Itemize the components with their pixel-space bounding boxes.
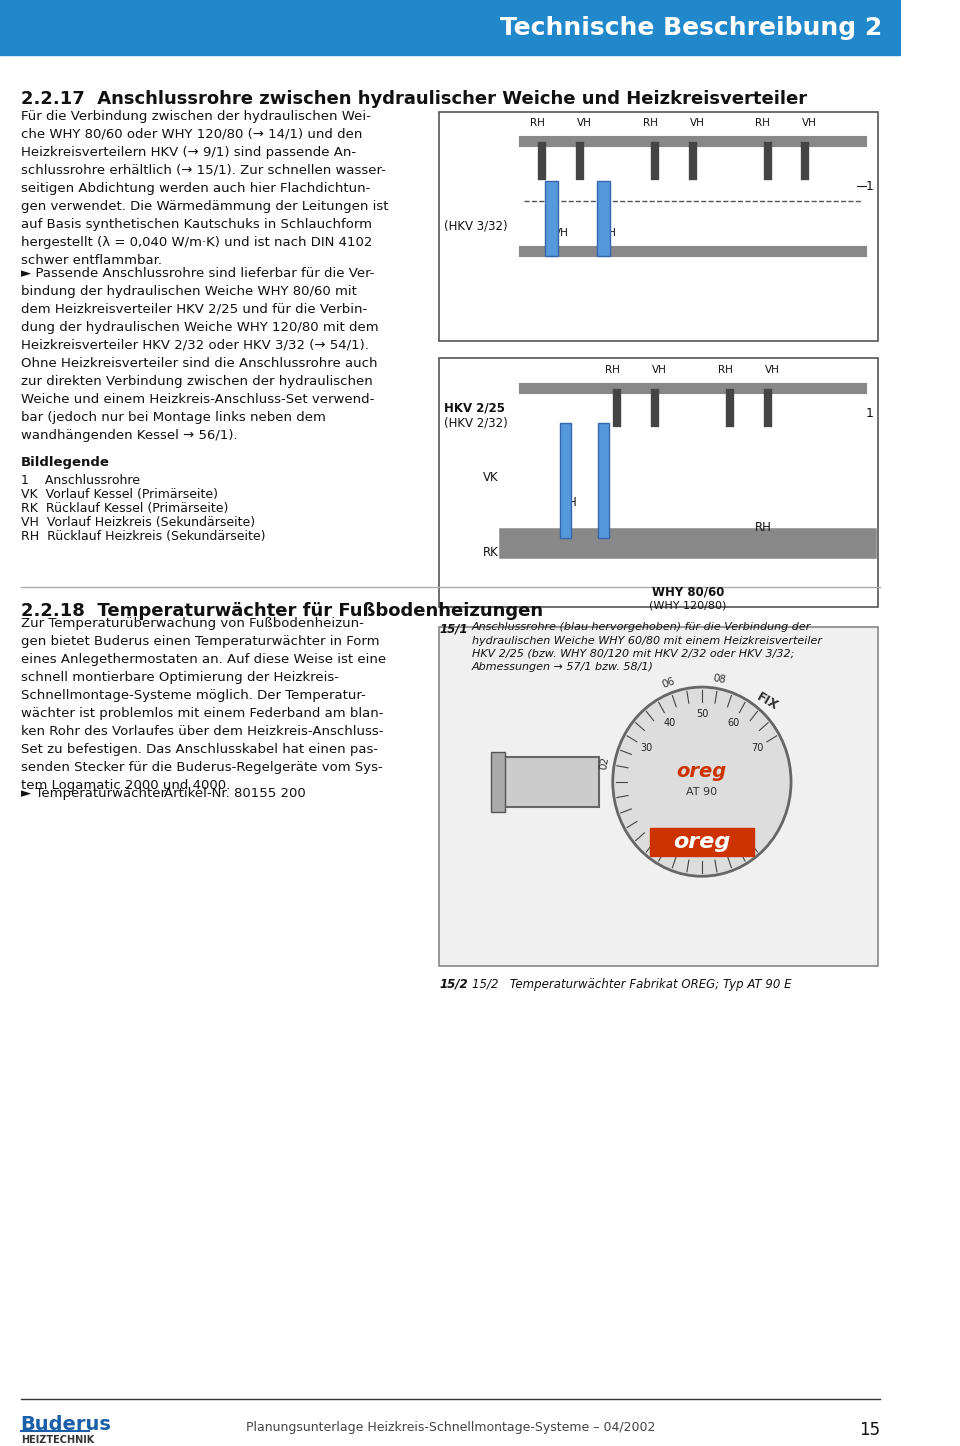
Text: AT 90: AT 90 bbox=[686, 787, 717, 797]
Bar bbox=[545, 181, 559, 256]
Bar bbox=[439, 628, 878, 966]
Text: 70: 70 bbox=[751, 743, 763, 753]
Text: RH: RH bbox=[530, 119, 545, 129]
Text: 50: 50 bbox=[696, 709, 708, 719]
Text: RH: RH bbox=[601, 228, 615, 239]
Text: RH: RH bbox=[756, 119, 770, 129]
Text: RH  Rücklauf Heizkreis (Sekundärseite): RH Rücklauf Heizkreis (Sekundärseite) bbox=[21, 529, 265, 542]
Text: 2.2.17  Anschlussrohre zwischen hydraulischer Weiche und Heizkreisverteiler: 2.2.17 Anschlussrohre zwischen hydraulis… bbox=[21, 90, 806, 107]
Text: 06: 06 bbox=[660, 677, 676, 690]
Text: VH: VH bbox=[803, 119, 817, 129]
Bar bbox=[439, 111, 878, 341]
Text: 40: 40 bbox=[664, 719, 676, 727]
Text: (HKV 3/32): (HKV 3/32) bbox=[444, 220, 508, 233]
Text: VH: VH bbox=[652, 366, 667, 376]
Text: 15/2   Temperaturwächter Fabrikat OREG; Typ AT 90 E: 15/2 Temperaturwächter Fabrikat OREG; Ty… bbox=[472, 977, 791, 991]
Text: 2.2.18  Temperaturwächter für Fußbodenheizungen: 2.2.18 Temperaturwächter für Fußbodenhei… bbox=[21, 603, 542, 620]
Text: 02: 02 bbox=[599, 756, 611, 771]
Text: RH: RH bbox=[718, 366, 732, 376]
Bar bbox=[491, 752, 505, 811]
Text: 1: 1 bbox=[866, 179, 874, 192]
Text: Buderus: Buderus bbox=[21, 1416, 111, 1434]
Text: 15/2: 15/2 bbox=[439, 977, 468, 991]
Circle shape bbox=[612, 687, 791, 876]
Text: Zur Temperaturüberwachung von Fußbodenheizun-
gen bietet Buderus einen Temperatu: Zur Temperaturüberwachung von Fußbodenhe… bbox=[21, 617, 386, 792]
Text: (HKV 2/32): (HKV 2/32) bbox=[444, 416, 508, 429]
Text: RH: RH bbox=[643, 119, 658, 129]
Text: 15/1: 15/1 bbox=[439, 622, 468, 635]
Bar bbox=[0, 0, 900, 55]
Text: 1: 1 bbox=[866, 406, 874, 419]
Text: HEIZTECHNIK: HEIZTECHNIK bbox=[21, 1434, 94, 1445]
Text: Technische Beschreibung 2: Technische Beschreibung 2 bbox=[500, 16, 882, 40]
Bar bbox=[495, 756, 599, 807]
Text: oreg: oreg bbox=[673, 833, 731, 852]
Text: HKV 2/25: HKV 2/25 bbox=[444, 402, 505, 415]
Text: VH: VH bbox=[577, 119, 592, 129]
Text: Anschlussrohre (blau hervorgehoben) für die Verbindung der
hydraulischen Weiche : Anschlussrohre (blau hervorgehoben) für … bbox=[472, 622, 822, 672]
Bar bbox=[561, 424, 571, 538]
Text: (WHY 120/80): (WHY 120/80) bbox=[649, 600, 727, 610]
Text: RK  Rücklauf Kessel (Primärseite): RK Rücklauf Kessel (Primärseite) bbox=[21, 502, 228, 515]
Bar bbox=[597, 181, 610, 256]
Text: 08: 08 bbox=[711, 672, 727, 685]
Text: Planungsunterlage Heizkreis-Schnellmontage-Systeme – 04/2002: Planungsunterlage Heizkreis-Schnellmonta… bbox=[246, 1421, 655, 1434]
Text: VH: VH bbox=[765, 366, 780, 376]
Text: WHY 80/60: WHY 80/60 bbox=[652, 586, 724, 599]
Text: 15: 15 bbox=[859, 1421, 880, 1439]
Text: RH: RH bbox=[755, 521, 771, 534]
Text: VH: VH bbox=[690, 119, 705, 129]
Text: 1    Anschlussrohre: 1 Anschlussrohre bbox=[21, 474, 139, 487]
Bar bbox=[439, 359, 878, 607]
Text: Für die Verbindung zwischen der hydraulischen Wei-
che WHY 80/60 oder WHY 120/80: Für die Verbindung zwischen der hydrauli… bbox=[21, 110, 388, 266]
Text: ► Temperaturwächter: ► Temperaturwächter bbox=[21, 787, 166, 800]
Text: 60: 60 bbox=[728, 719, 740, 727]
Text: 30: 30 bbox=[640, 743, 653, 753]
Text: VH: VH bbox=[554, 228, 568, 239]
Text: FIX: FIX bbox=[755, 691, 780, 713]
Bar bbox=[650, 829, 754, 856]
Text: ► Passende Anschlussrohre sind lieferbar für die Ver-
bindung der hydraulischen : ► Passende Anschlussrohre sind lieferbar… bbox=[21, 268, 378, 442]
Text: VK  Vorlauf Kessel (Primärseite): VK Vorlauf Kessel (Primärseite) bbox=[21, 487, 218, 500]
Text: Bildlegende: Bildlegende bbox=[21, 455, 109, 469]
Text: VK: VK bbox=[483, 471, 498, 484]
Bar bbox=[598, 424, 609, 538]
Text: VH  Vorlauf Heizkreis (Sekundärseite): VH Vorlauf Heizkreis (Sekundärseite) bbox=[21, 516, 254, 529]
Text: RH: RH bbox=[606, 366, 620, 376]
Text: VH: VH bbox=[562, 496, 578, 509]
Text: Artikel-Nr. 80155 200: Artikel-Nr. 80155 200 bbox=[164, 787, 306, 800]
Text: RK: RK bbox=[483, 547, 498, 560]
Text: oreg: oreg bbox=[677, 762, 727, 781]
